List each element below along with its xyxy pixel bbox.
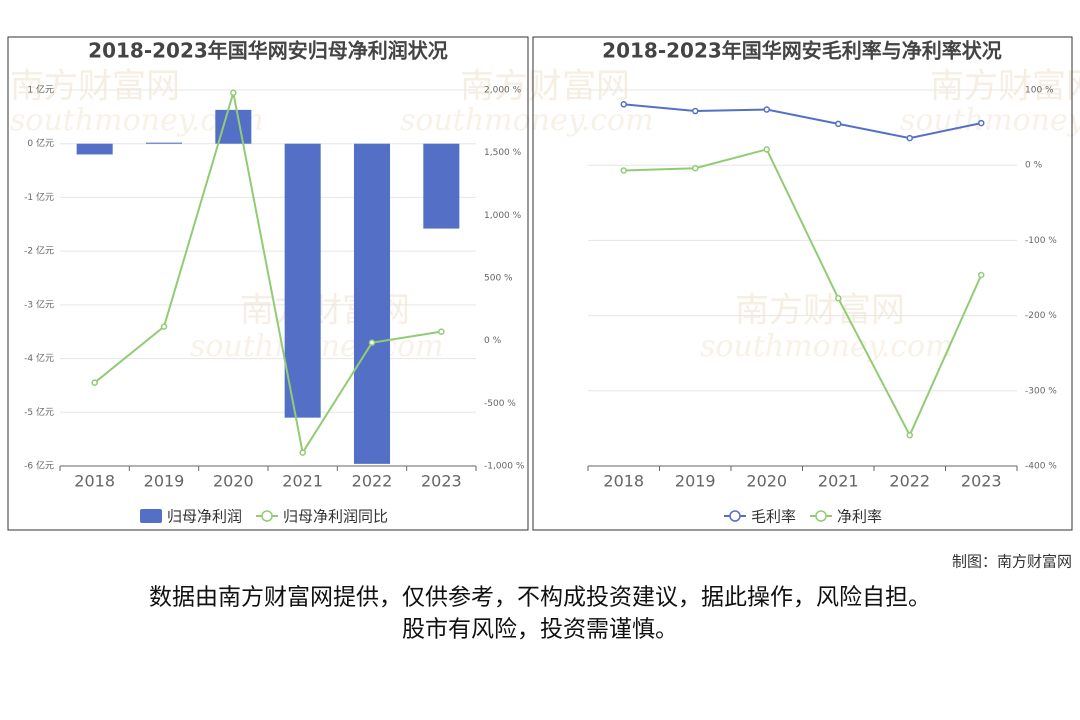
- y2-tick-label: 1,500 %: [484, 148, 522, 158]
- watermark: southmoney.com: [400, 103, 654, 138]
- legend-swatch: [815, 510, 827, 522]
- legend-label: 归母净利润同比: [283, 508, 388, 526]
- legend-swatch: [261, 510, 273, 522]
- x-tick-label: 2018: [74, 472, 115, 491]
- legend-swatch: [729, 510, 741, 522]
- y2-tick-label: 0 %: [484, 336, 502, 346]
- legend-label: 毛利率: [751, 508, 796, 526]
- x-tick-label: 2023: [961, 472, 1002, 491]
- disclaimer: 数据由南方财富网提供，仅供参考，不构成投资建议，据此操作，风险自担。: [149, 585, 931, 611]
- y-tick-label: 1 亿元: [27, 84, 54, 96]
- x-tick-label: 2019: [675, 472, 716, 491]
- point: [91, 379, 98, 386]
- point: [763, 146, 770, 153]
- y2-tick-label: -1,000 %: [484, 462, 525, 472]
- point: [906, 134, 913, 142]
- bar: [215, 109, 252, 144]
- x-tick-label: 2023: [421, 472, 462, 491]
- y-tick-label: -400 %: [1025, 462, 1057, 472]
- x-tick-label: 2019: [144, 472, 185, 491]
- x-tick-label: 2020: [746, 472, 787, 491]
- point: [368, 339, 376, 346]
- watermark: 南方财富网: [460, 67, 630, 107]
- point: [438, 328, 445, 335]
- x-tick-label: 2021: [818, 472, 859, 491]
- watermark: 南方财富网: [10, 67, 180, 107]
- point: [160, 323, 168, 330]
- y-tick-label: 100 %: [1025, 86, 1054, 96]
- chart-title: 2018-2023年国华网安归母净利润状况: [88, 39, 448, 63]
- x-tick-label: 2022: [889, 472, 930, 491]
- y-tick-label: 0 %: [1025, 161, 1043, 171]
- x-tick-label: 2018: [603, 472, 644, 491]
- legend-swatch: [140, 509, 162, 523]
- watermark: 南方财富网: [930, 67, 1080, 107]
- y2-tick-label: 500 %: [484, 274, 513, 284]
- bar: [423, 143, 460, 229]
- y-tick-label: -100 %: [1025, 236, 1057, 246]
- y-tick-label: -5 亿元: [24, 406, 54, 418]
- x-tick-label: 2020: [213, 472, 254, 491]
- credit: 制图：南方财富网: [952, 553, 1072, 571]
- point: [299, 449, 306, 456]
- point: [692, 107, 699, 115]
- y-tick-label: -4 亿元: [24, 352, 54, 364]
- point: [692, 164, 699, 172]
- y2-tick-label: -500 %: [484, 399, 516, 409]
- point: [230, 89, 237, 97]
- chart-title: 2018-2023年国华网安毛利率与净利率状况: [602, 39, 1002, 63]
- point: [763, 106, 770, 113]
- y-tick-label: 0 亿元: [27, 137, 54, 149]
- y-tick-label: -2 亿元: [24, 245, 54, 257]
- point: [978, 119, 985, 127]
- y-tick-label: -3 亿元: [24, 298, 54, 310]
- y-tick-label: -200 %: [1025, 311, 1057, 321]
- watermark: 南方财富网: [735, 291, 905, 331]
- disclaimer: 股市有风险，投资需谨慎。: [402, 617, 678, 643]
- bar: [145, 142, 183, 144]
- y2-tick-label: 1,000 %: [484, 211, 522, 221]
- line: [623, 103, 982, 140]
- point: [835, 295, 842, 302]
- x-tick-label: 2021: [282, 472, 323, 491]
- y-tick-label: -6 亿元: [24, 460, 54, 472]
- line: [94, 92, 442, 456]
- point: [620, 167, 627, 174]
- chart-frame: [532, 36, 1073, 531]
- legend-label: 净利率: [837, 508, 882, 526]
- y2-tick-label: 2,000 %: [484, 86, 522, 96]
- point: [978, 271, 985, 279]
- line: [623, 148, 983, 438]
- watermarks: 南方财富网 southmoney.com 南方财富网 southmoney.co…: [10, 67, 1080, 365]
- bar: [76, 143, 113, 155]
- x-tick-label: 2022: [352, 472, 393, 491]
- point: [835, 120, 842, 128]
- y-tick-label: -300 %: [1025, 386, 1057, 396]
- point: [620, 101, 627, 108]
- watermark: southmoney.com: [700, 329, 954, 364]
- chart-frame: [7, 36, 529, 531]
- point: [906, 431, 913, 439]
- bar: [284, 143, 321, 418]
- legend-label: 归母净利润: [167, 508, 242, 526]
- y-tick-label: -1 亿元: [24, 191, 54, 203]
- bar: [353, 143, 391, 464]
- watermark: southmoney.com: [900, 103, 1080, 138]
